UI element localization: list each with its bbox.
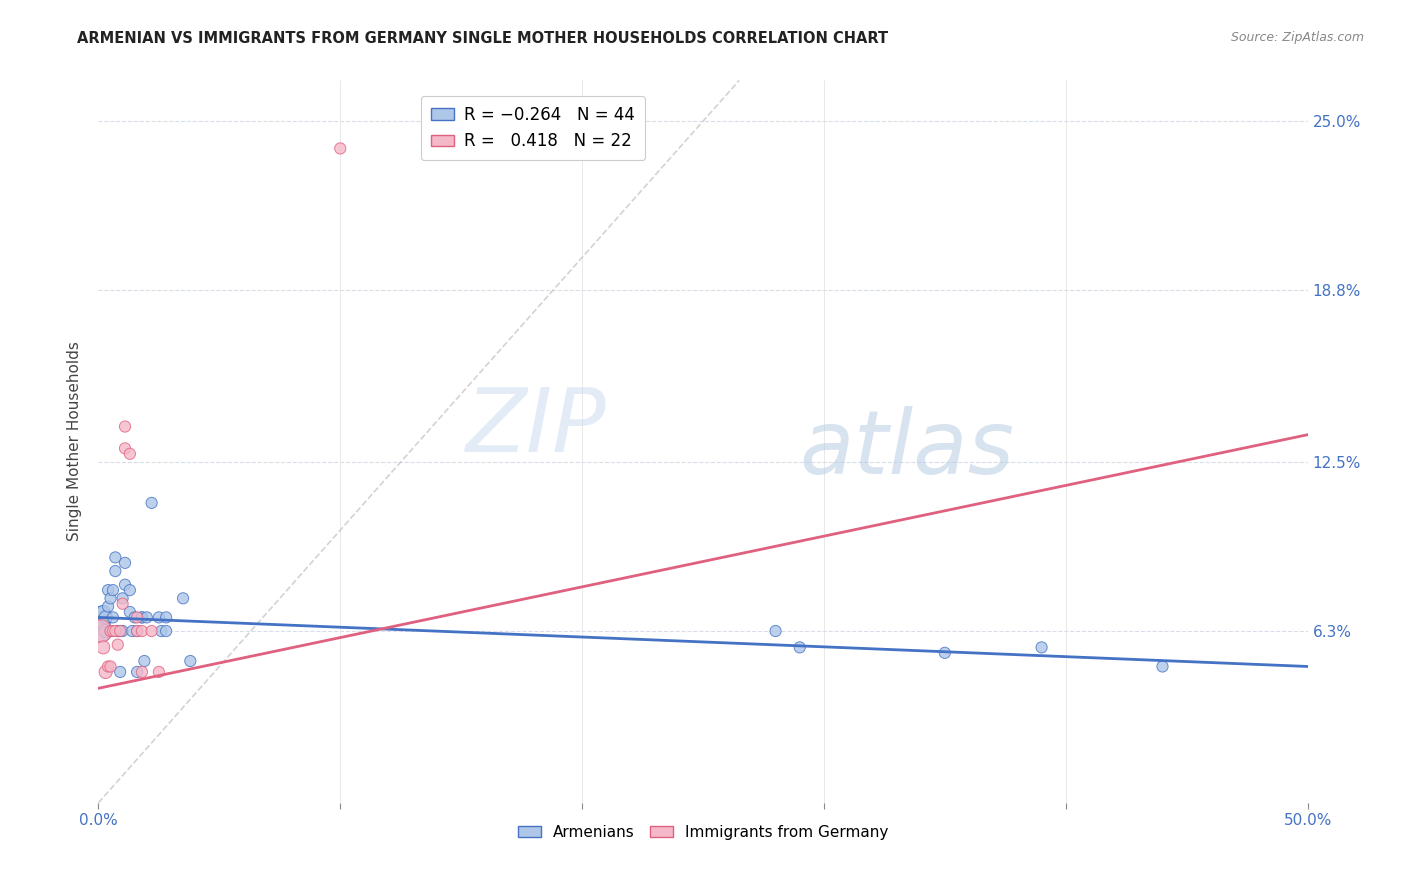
Point xyxy=(114,419,136,434)
Point xyxy=(91,605,114,619)
Point xyxy=(90,624,112,638)
Point xyxy=(100,624,122,638)
Text: Source: ZipAtlas.com: Source: ZipAtlas.com xyxy=(1230,31,1364,45)
Point xyxy=(97,659,120,673)
Point xyxy=(131,624,153,638)
Point xyxy=(114,577,136,591)
Text: ZIP: ZIP xyxy=(465,384,606,470)
Point xyxy=(118,583,141,598)
Point xyxy=(131,610,153,624)
Point xyxy=(172,591,194,606)
Point xyxy=(765,624,787,638)
Point xyxy=(141,496,163,510)
Point xyxy=(100,591,122,606)
Point xyxy=(179,654,201,668)
Point xyxy=(141,624,163,638)
Point xyxy=(91,615,114,630)
Point xyxy=(118,605,141,619)
Text: atlas: atlas xyxy=(800,406,1015,491)
Point xyxy=(94,610,117,624)
Legend: Armenians, Immigrants from Germany: Armenians, Immigrants from Germany xyxy=(512,819,894,846)
Point xyxy=(114,556,136,570)
Point xyxy=(1152,659,1174,673)
Point xyxy=(97,599,120,614)
Point xyxy=(135,610,157,624)
Point xyxy=(121,624,143,638)
Point xyxy=(131,665,153,679)
Point xyxy=(100,659,122,673)
Point xyxy=(94,665,117,679)
Point xyxy=(329,141,352,155)
Point xyxy=(100,624,122,638)
Point xyxy=(934,646,956,660)
Point xyxy=(789,640,811,655)
Point xyxy=(90,610,112,624)
Point xyxy=(101,583,124,598)
Point xyxy=(108,624,131,638)
Point xyxy=(124,610,146,624)
Point xyxy=(101,610,124,624)
Point xyxy=(91,640,114,655)
Point xyxy=(155,610,177,624)
Point xyxy=(111,597,134,611)
Point xyxy=(108,624,131,638)
Point xyxy=(90,624,112,638)
Point xyxy=(107,624,129,638)
Point xyxy=(1031,640,1053,655)
Point xyxy=(104,624,127,638)
Point xyxy=(114,442,136,456)
Y-axis label: Single Mother Households: Single Mother Households xyxy=(67,342,83,541)
Point xyxy=(150,624,173,638)
Point xyxy=(127,610,149,624)
Point xyxy=(134,654,156,668)
Point xyxy=(101,624,124,638)
Point xyxy=(111,591,134,606)
Point xyxy=(108,665,131,679)
Point xyxy=(127,665,149,679)
Point xyxy=(104,564,127,578)
Point xyxy=(148,610,170,624)
Point xyxy=(94,624,117,638)
Point xyxy=(155,624,177,638)
Point xyxy=(97,583,120,598)
Point xyxy=(107,638,129,652)
Text: ARMENIAN VS IMMIGRANTS FROM GERMANY SINGLE MOTHER HOUSEHOLDS CORRELATION CHART: ARMENIAN VS IMMIGRANTS FROM GERMANY SING… xyxy=(77,31,889,46)
Point xyxy=(127,624,149,638)
Point xyxy=(131,610,153,624)
Point xyxy=(148,665,170,679)
Point xyxy=(107,624,129,638)
Point xyxy=(118,447,141,461)
Point xyxy=(127,624,149,638)
Point xyxy=(104,550,127,565)
Point xyxy=(111,624,134,638)
